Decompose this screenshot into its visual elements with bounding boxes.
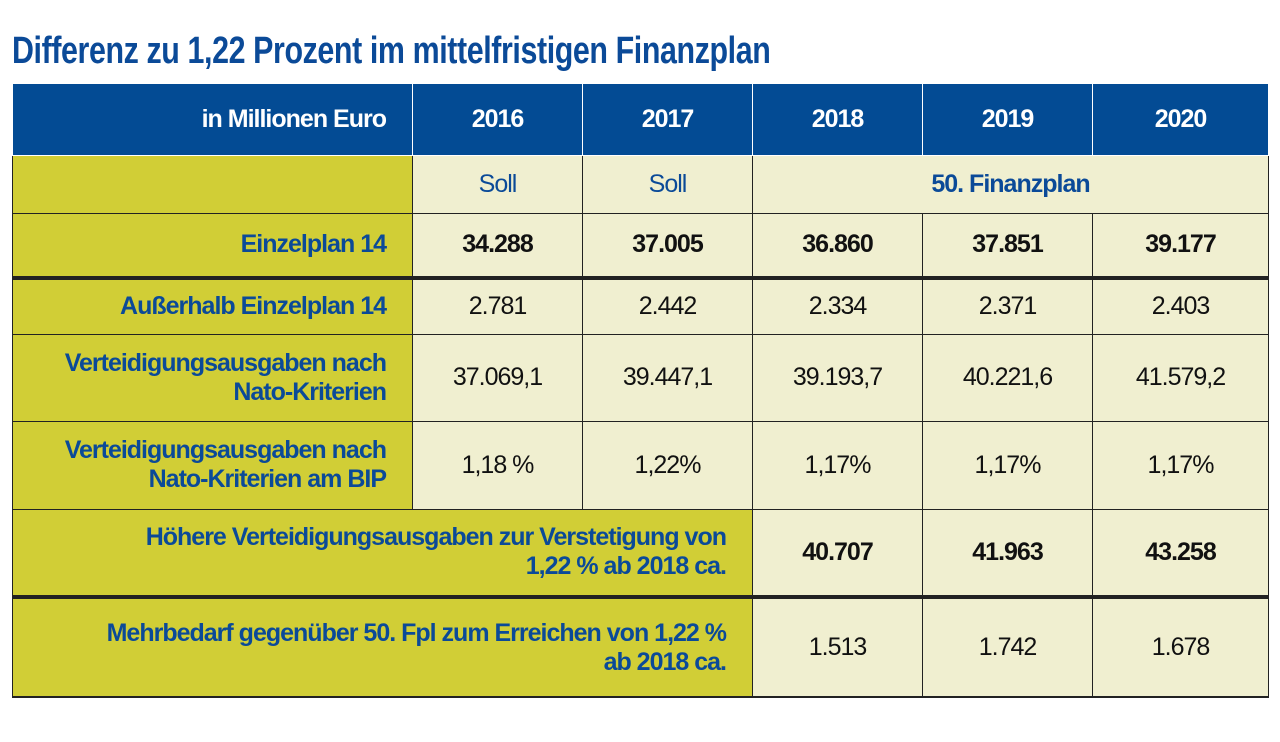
- value-cell: 1,22%: [582, 420, 753, 510]
- status-cell: Soll: [582, 154, 753, 214]
- row-label-line: Mehrbedarf gegenüber 50. Fpl zum Erreich…: [106, 618, 727, 647]
- value-cell: 36.860: [752, 212, 923, 280]
- value-cell: 39.177: [1092, 212, 1269, 280]
- row-label-line: Nato-Kriterien am BIP: [148, 465, 387, 493]
- row-label-line: Verteidigungsausgaben nach: [64, 436, 387, 464]
- row-label: Einzelplan 14: [12, 212, 413, 280]
- status-cell-plan: 50. Finanzplan: [752, 154, 1269, 214]
- page-title: Differenz zu 1,22 Prozent im mittelfrist…: [12, 30, 771, 72]
- header-year: 2018: [752, 84, 923, 156]
- value-cell: 1,17%: [752, 420, 923, 510]
- status-row: Soll Soll 50. Finanzplan: [12, 154, 1269, 214]
- header-year: 2019: [922, 84, 1093, 156]
- value-cell: 1,18 %: [412, 420, 583, 510]
- row-label: Verteidigungsausgaben nach Nato-Kriterien…: [12, 420, 413, 510]
- data-table: in Millionen Euro 2016 2017 2018 2019 20…: [12, 84, 1269, 698]
- header-unit-label: in Millionen Euro: [12, 84, 413, 156]
- value-cell: 37.069,1: [412, 333, 583, 422]
- value-cell: 1.742: [922, 596, 1093, 698]
- status-cell: Soll: [412, 154, 583, 214]
- value-cell: 41.963: [922, 508, 1093, 599]
- value-cell: 1,17%: [1092, 420, 1269, 510]
- table-row: Höhere Verteidigungsausgaben zur Verstet…: [12, 508, 1269, 599]
- row-label: Mehrbedarf gegenüber 50. Fpl zum Erreich…: [12, 596, 753, 698]
- value-cell: 1,17%: [922, 420, 1093, 510]
- table-row: Mehrbedarf gegenüber 50. Fpl zum Erreich…: [12, 596, 1269, 698]
- row-label-line: Nato-Kriterien: [233, 377, 387, 406]
- value-cell: 1.678: [1092, 596, 1269, 698]
- value-cell: 1.513: [752, 596, 923, 698]
- row-label: Höhere Verteidigungsausgaben zur Verstet…: [12, 508, 753, 599]
- table-row: Außerhalb Einzelplan 14 2.781 2.442 2.33…: [12, 277, 1269, 335]
- value-cell: 37.005: [582, 212, 753, 280]
- row-label-line: Höhere Verteidigungsausgaben zur Verstet…: [145, 523, 727, 552]
- row-label-line: 1,22 % ab 2018 ca.: [525, 552, 727, 581]
- header-year: 2020: [1092, 84, 1269, 156]
- value-cell: 2.442: [582, 277, 753, 335]
- value-cell: 39.447,1: [582, 333, 753, 422]
- header-year: 2016: [412, 84, 583, 156]
- row-label-line: ab 2018 ca.: [603, 647, 727, 676]
- value-cell: 2.403: [1092, 277, 1269, 335]
- row-label: Verteidigungsausgaben nach Nato-Kriterien: [12, 333, 413, 422]
- header-year: 2017: [582, 84, 753, 156]
- table-row: Verteidigungsausgaben nach Nato-Kriterien…: [12, 420, 1269, 510]
- table-row: Einzelplan 14 34.288 37.005 36.860 37.85…: [12, 212, 1269, 280]
- header-row: in Millionen Euro 2016 2017 2018 2019 20…: [12, 84, 1269, 156]
- value-cell: 2.334: [752, 277, 923, 335]
- value-cell: 39.193,7: [752, 333, 923, 422]
- status-label-empty: [12, 154, 413, 214]
- value-cell: 40.221,6: [922, 333, 1093, 422]
- value-cell: 2.371: [922, 277, 1093, 335]
- value-cell: 41.579,2: [1092, 333, 1269, 422]
- value-cell: 40.707: [752, 508, 923, 599]
- value-cell: 37.851: [922, 212, 1093, 280]
- row-label-line: Verteidigungsausgaben nach: [64, 348, 387, 377]
- value-cell: 34.288: [412, 212, 583, 280]
- value-cell: 2.781: [412, 277, 583, 335]
- row-label: Außerhalb Einzelplan 14: [12, 277, 413, 335]
- value-cell: 43.258: [1092, 508, 1269, 599]
- table-row: Verteidigungsausgaben nach Nato-Kriterien…: [12, 333, 1269, 422]
